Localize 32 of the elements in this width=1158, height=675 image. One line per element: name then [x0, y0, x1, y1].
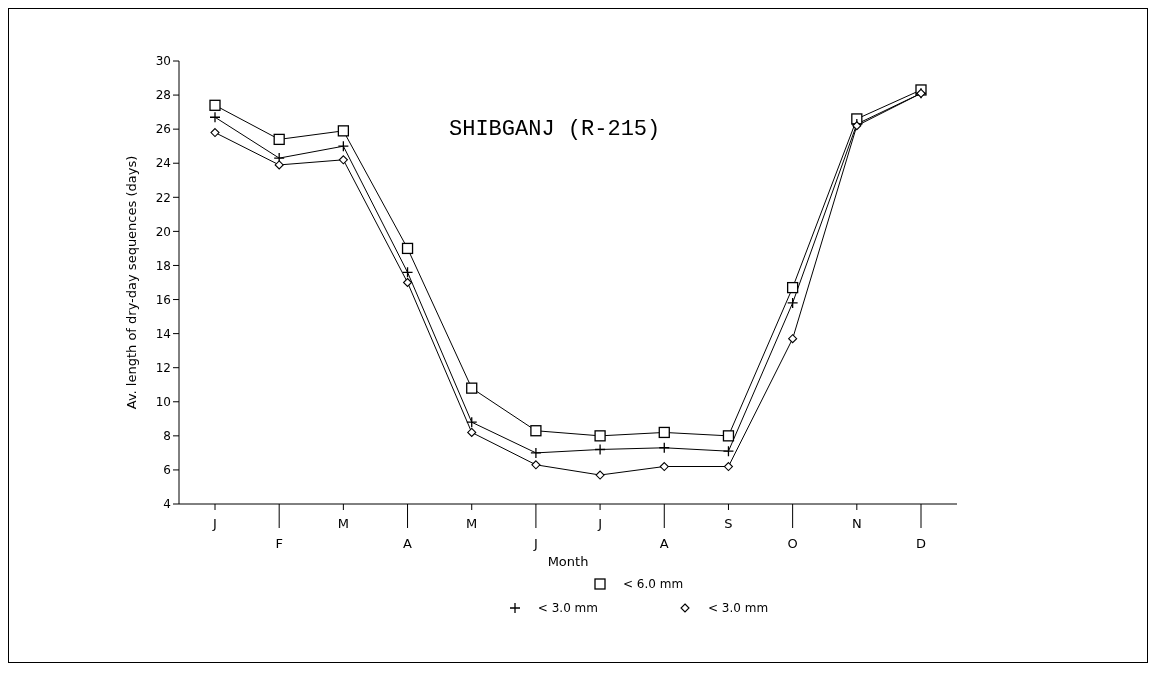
x-tick-label: A	[659, 536, 669, 551]
x-axis-title: Month	[547, 554, 589, 569]
y-tick-label: 4	[163, 497, 171, 512]
y-tick-label: 10	[155, 395, 171, 410]
y-tick-label: 6	[163, 463, 171, 478]
y-tick-label: 8	[163, 429, 171, 444]
x-tick-label: J	[532, 536, 538, 551]
legend-label: < 3.0 mm	[708, 601, 769, 615]
y-tick-label: 20	[155, 224, 171, 239]
x-tick-label: M	[466, 516, 478, 531]
x-tick-label: J	[597, 516, 603, 531]
y-tick-label: 28	[155, 88, 171, 103]
x-tick-label: J	[212, 516, 217, 531]
y-tick-label: 30	[155, 54, 171, 69]
y-tick-label: 12	[155, 360, 171, 375]
x-tick-label: F	[275, 536, 283, 551]
x-tick-label: N	[851, 516, 862, 531]
x-tick-label: S	[724, 516, 733, 531]
x-tick-label: O	[787, 536, 798, 551]
x-tick-label: A	[403, 536, 413, 551]
y-tick-label: 26	[155, 122, 171, 137]
y-tick-label: 16	[155, 292, 171, 307]
legend-label: < 6.0 mm	[622, 577, 684, 591]
x-tick-label: D	[915, 536, 927, 551]
legend-label: < 3.0 mm	[537, 601, 598, 615]
x-tick-label: M	[337, 516, 349, 531]
y-tick-label: 14	[155, 326, 171, 341]
y-axis-title: Av. length of dry-day sequences (days)	[123, 155, 139, 410]
y-tick-label: 22	[155, 190, 171, 205]
text: SHIBGANJ (R-215)	[449, 117, 661, 142]
y-tick-label: 18	[155, 258, 171, 273]
y-tick-label: 24	[155, 156, 171, 171]
